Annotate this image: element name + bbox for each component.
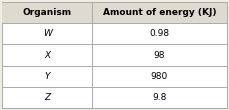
Bar	[2, 2, 227, 23]
Text: 980: 980	[151, 72, 168, 81]
Text: Organism: Organism	[23, 8, 72, 17]
Text: W: W	[43, 29, 52, 38]
Text: Z: Z	[44, 93, 50, 102]
Text: 9.8: 9.8	[152, 93, 166, 102]
Text: X: X	[44, 50, 50, 60]
Text: Amount of energy (KJ): Amount of energy (KJ)	[103, 8, 216, 17]
Text: 0.98: 0.98	[149, 29, 169, 38]
Text: Y: Y	[44, 72, 50, 81]
Text: 98: 98	[154, 50, 165, 60]
